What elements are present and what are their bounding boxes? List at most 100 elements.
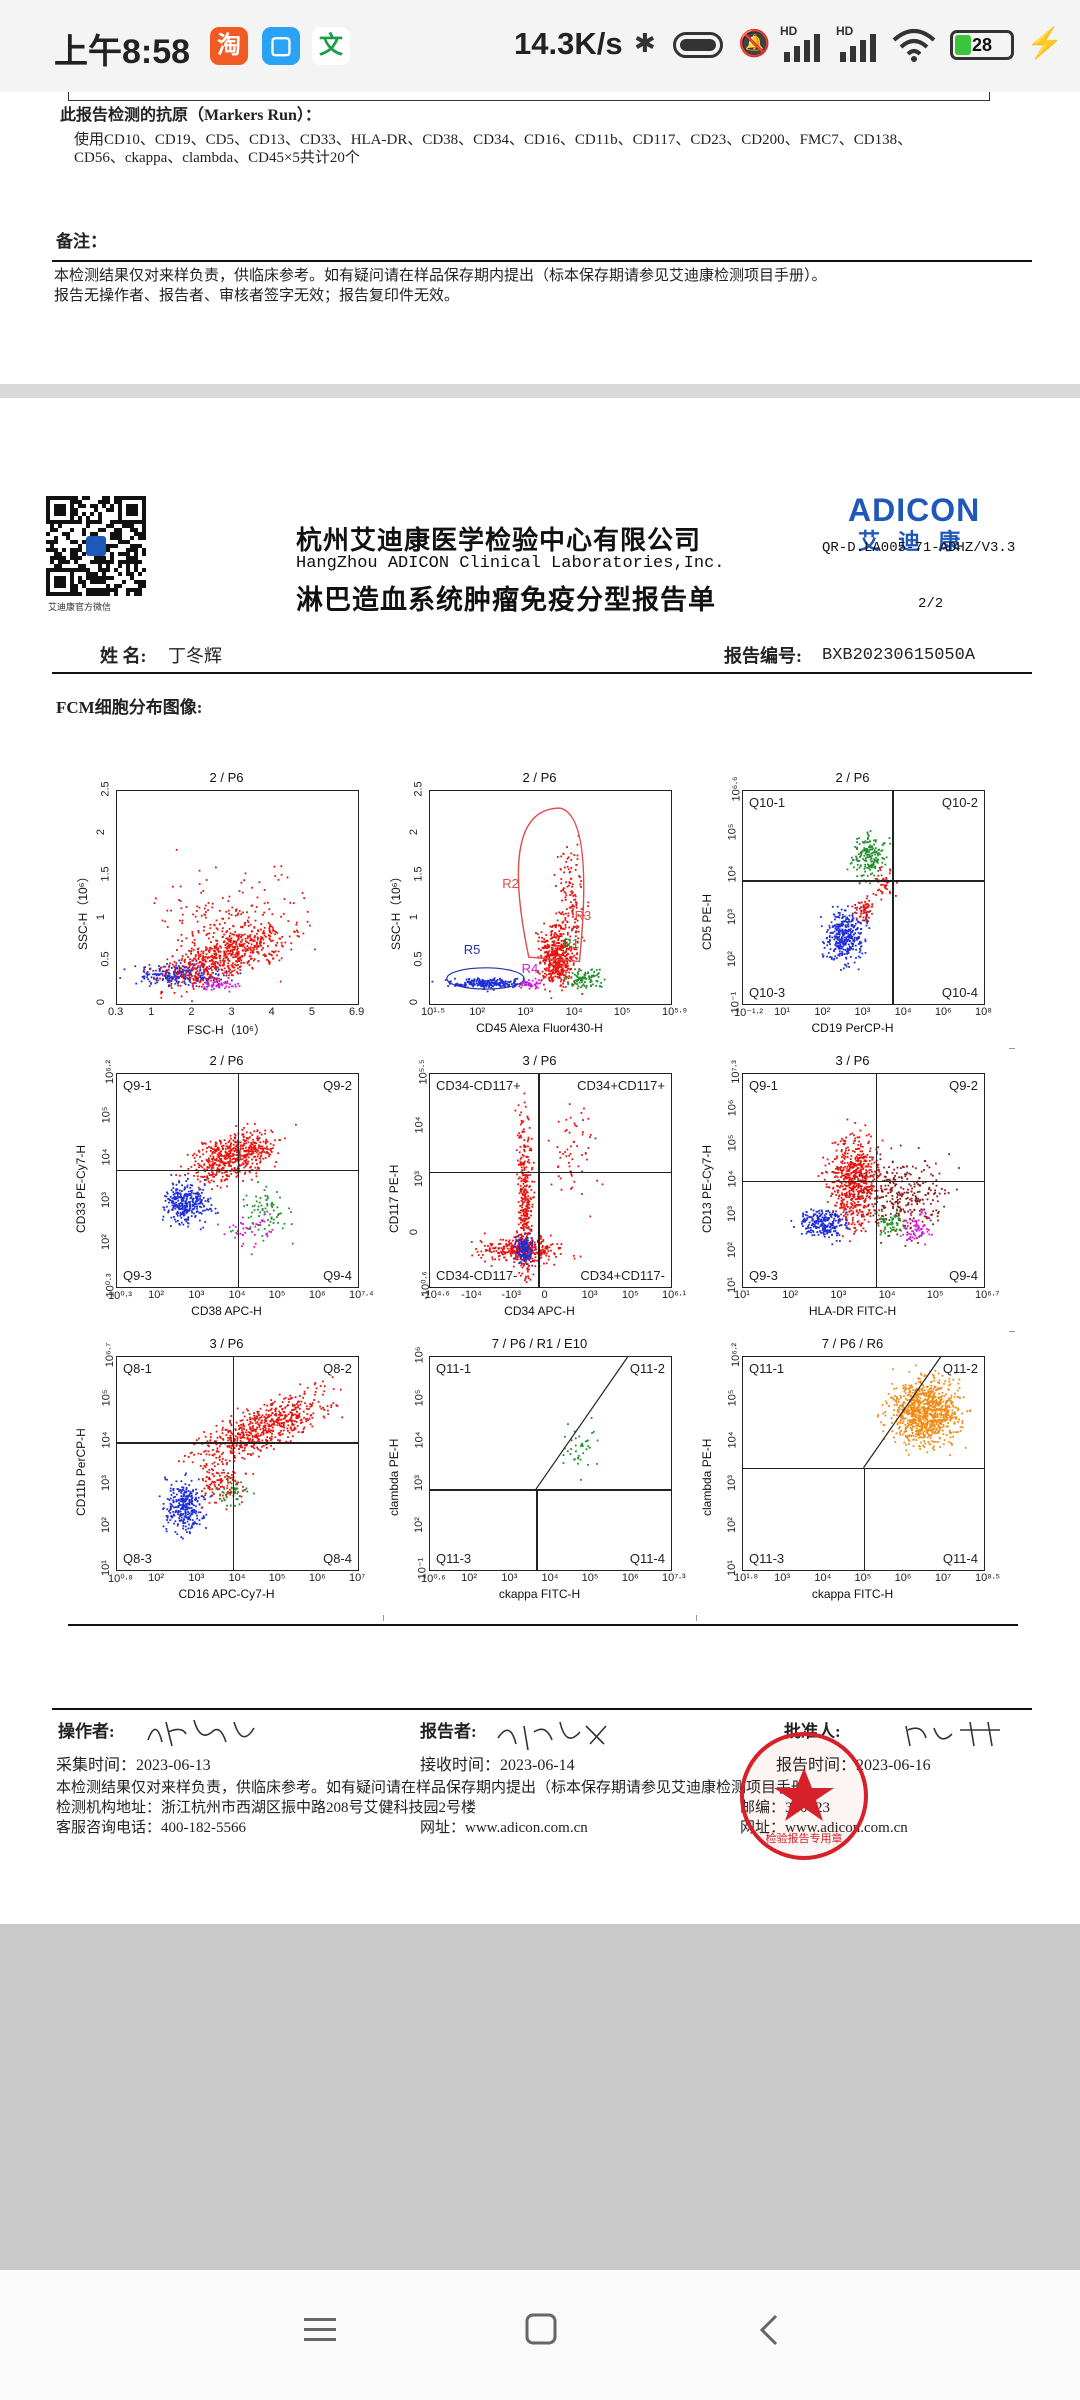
event-point [859,865,862,867]
event-point [865,851,868,854]
event-point [541,936,543,939]
event-point [523,1174,525,1176]
event-point [560,953,562,956]
event-point [233,969,236,972]
event-point [846,921,848,923]
event-point [209,1140,212,1143]
event-point [576,940,579,943]
quadrant-label: Q10-3 [749,985,786,1000]
event-point [861,875,864,877]
event-point [587,971,589,974]
event-point [253,958,256,960]
event-point [865,918,867,921]
event-point [480,984,482,986]
event-point [232,1158,234,1160]
event-point [830,958,833,960]
event-point [519,1209,522,1212]
event-point [581,1193,583,1195]
event-point [558,948,561,951]
event-point [231,964,234,967]
event-point [525,1258,527,1261]
event-point [566,865,569,868]
event-point [175,1201,178,1204]
event-point [246,935,249,937]
event-point [524,1179,527,1182]
event-point [201,962,203,964]
event-point [847,921,849,923]
event-point [280,941,283,944]
y-tick-label: 10² [725,951,738,968]
event-point [570,890,572,893]
event-point [229,1143,232,1146]
x-axis-label: CD19 PerCP-H [811,1021,894,1035]
event-point [205,1150,208,1153]
event-point [187,1222,190,1225]
event-point [865,903,868,905]
event-point [525,1237,527,1239]
event-point [559,977,562,980]
event-point [861,841,864,843]
quadrant-label: CD34+CD117- [580,1268,665,1283]
event-point [483,981,486,983]
event-point [531,1180,533,1183]
x-axis-label: CD34 APC-H [504,1304,575,1318]
event-point [268,1224,270,1227]
event-point [207,1146,210,1148]
event-point [544,976,547,978]
event-point [166,958,169,961]
event-point [187,974,189,977]
event-point [590,976,593,979]
y-tick-label: 2 [95,828,108,835]
event-point [240,936,242,938]
event-point [255,932,258,935]
event-point [188,1209,191,1211]
event-point [523,1248,526,1250]
event-point [172,1191,175,1193]
event-point [558,935,560,938]
event-point [260,936,263,938]
event-point [850,1209,853,1212]
event-point [526,1140,529,1143]
event-point [241,945,244,948]
event-point [851,905,854,908]
event-point [535,985,537,987]
event-point [140,980,143,983]
event-point [835,940,838,943]
event-point [867,920,869,923]
event-point [266,1202,269,1205]
event-point [254,1166,257,1169]
event-point [835,941,838,944]
event-point [848,1168,851,1171]
event-point [852,917,855,920]
event-point [235,940,238,943]
event-point [185,1180,188,1182]
event-point [844,963,846,966]
event-point [583,914,585,917]
event-point [220,946,223,949]
event-point [223,974,225,977]
event-point [874,865,877,868]
event-point [871,860,874,863]
event-point [260,923,263,925]
event-point [238,1170,241,1173]
event-point [248,1147,250,1150]
event-point [196,905,199,908]
event-point [198,972,200,975]
event-point [216,928,219,931]
event-point [206,985,209,988]
event-point [526,1249,528,1252]
scatter-points [431,807,606,1000]
event-point [231,1147,234,1150]
event-point [548,973,550,975]
event-point [562,954,565,957]
event-point [270,1151,273,1153]
event-point [217,949,220,952]
event-point [554,947,557,950]
event-point [859,907,861,910]
event-point [219,1186,222,1189]
event-point [856,838,858,840]
event-point [845,957,848,960]
event-point [220,1150,222,1153]
event-point [842,944,845,947]
event-point [836,923,838,926]
